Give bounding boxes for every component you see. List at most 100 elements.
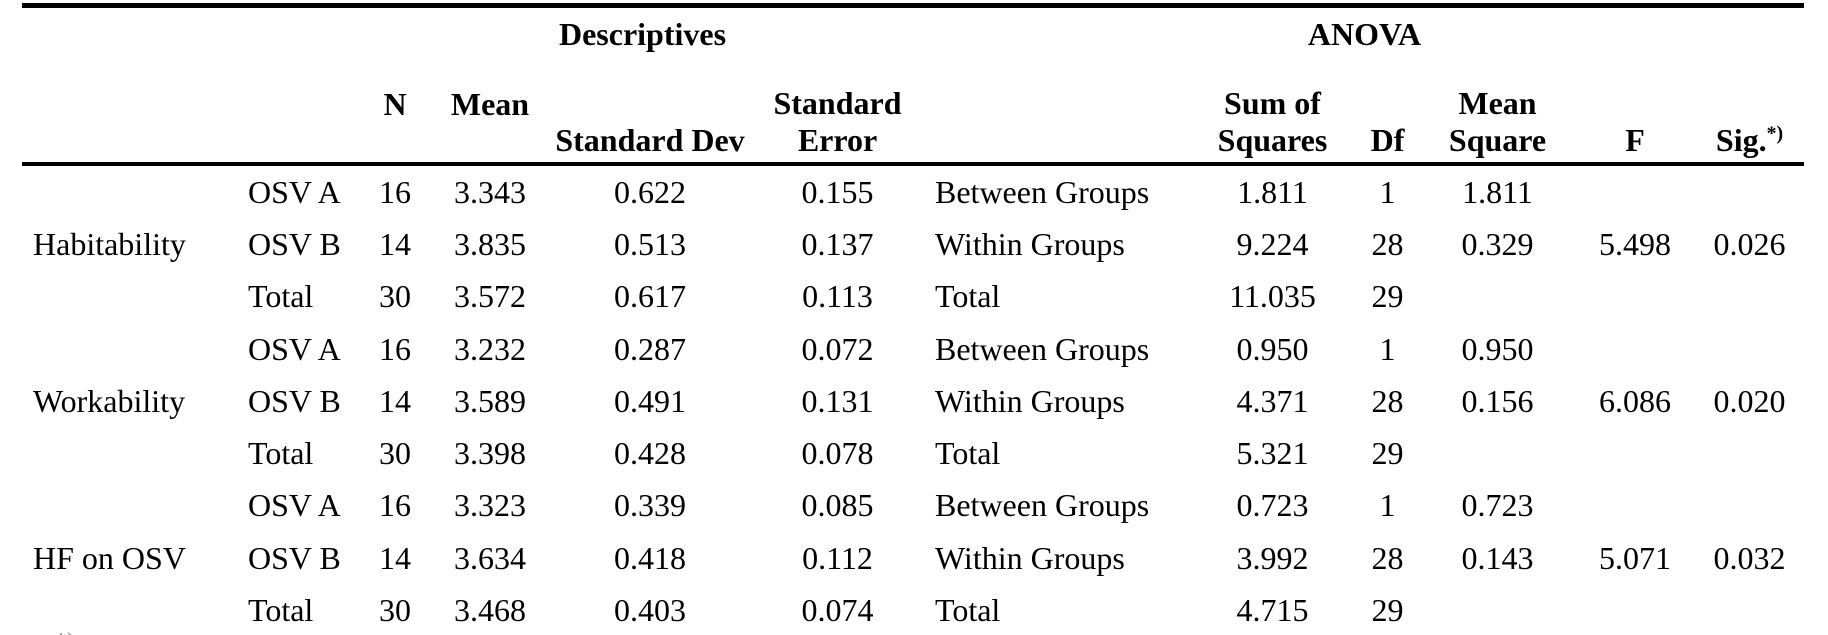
sig-cell: 0.020 xyxy=(1713,382,1786,419)
sum-of-squares-cell: 4.371 xyxy=(1236,382,1309,419)
mean-square-cell xyxy=(1420,427,1575,479)
f-cell: 6.086 xyxy=(1599,382,1671,419)
mean-cell: 3.468 xyxy=(454,592,526,629)
group-cell: OSV B xyxy=(248,225,341,262)
mean-square-cell: 0.723 xyxy=(1461,487,1534,524)
table-row: Habitability OSV A 16 3.343 0.622 0.155 … xyxy=(22,164,1804,262)
n-cell: 30 xyxy=(379,592,411,629)
mean-cell: 3.398 xyxy=(454,435,526,472)
df-cell: 1 xyxy=(1379,487,1396,524)
std-error-cell: 0.072 xyxy=(801,330,874,367)
descriptives-anova-table: Descriptives ANOVA N Mean Standard Dev S… xyxy=(22,3,1805,635)
col-header-f: F xyxy=(1575,60,1695,166)
col-header-std-dev: Standard Dev xyxy=(550,60,750,166)
column-header-row: N Mean Standard Dev Standard Error Sum o… xyxy=(22,60,1805,166)
f-cell: 5.071 xyxy=(1599,539,1671,576)
sig-cell xyxy=(1695,584,1804,635)
std-error-cell: 0.078 xyxy=(801,435,874,472)
group-cell: OSV A xyxy=(248,487,341,524)
sig-cell: 0.032 xyxy=(1713,539,1786,576)
std-error-cell: 0.155 xyxy=(801,173,874,210)
source-cell: Total xyxy=(935,278,1001,315)
dimension-label: HF on OSV xyxy=(33,539,186,576)
sum-of-squares-cell: 4.715 xyxy=(1236,592,1309,629)
sig-cell: 0.026 xyxy=(1713,225,1786,262)
mean-cell: 3.634 xyxy=(454,539,526,576)
n-cell: 14 xyxy=(379,225,411,262)
empty-header-cell xyxy=(925,60,1190,166)
std-error-cell: 0.085 xyxy=(801,487,874,524)
sig-cell xyxy=(1695,427,1804,479)
sum-of-squares-cell: 1.811 xyxy=(1237,173,1308,210)
source-cell: Between Groups xyxy=(935,487,1150,524)
table-row: OSV B 14 3.634 0.418 0.112 Within Groups… xyxy=(22,532,1804,584)
mean-cell: 3.835 xyxy=(454,225,526,262)
std-dev-cell: 0.428 xyxy=(614,435,686,472)
source-cell: Within Groups xyxy=(935,539,1125,576)
col-header-mean-square: Mean Square xyxy=(1420,60,1575,166)
col-header-std-error: Standard Error xyxy=(750,60,925,166)
df-cell: 29 xyxy=(1371,592,1404,629)
source-cell: Total xyxy=(935,592,1001,629)
sig-cell xyxy=(1695,271,1804,323)
mean-cell: 3.343 xyxy=(454,173,526,210)
empty-header-cell xyxy=(22,6,360,61)
std-dev-cell: 0.491 xyxy=(614,382,686,419)
std-dev-cell: 0.513 xyxy=(614,225,686,262)
n-cell: 30 xyxy=(379,435,411,472)
table-row: Total 30 3.468 0.403 0.074 Total 4.715 2… xyxy=(22,584,1804,635)
footnote-marker: *) xyxy=(55,629,75,635)
table-row: HF on OSV OSV A 16 3.323 0.339 0.085 Bet… xyxy=(22,480,1804,575)
std-error-cell: 0.074 xyxy=(801,592,874,629)
anova-section-header: ANOVA xyxy=(1307,15,1422,52)
descriptives-section-header: Descriptives xyxy=(558,15,727,52)
std-dev-cell: 0.622 xyxy=(614,173,686,210)
group-cell: OSV A xyxy=(248,330,341,367)
source-cell: Within Groups xyxy=(935,225,1125,262)
n-cell: 16 xyxy=(379,173,411,210)
group-cell: Total xyxy=(248,278,314,315)
std-error-cell: 0.137 xyxy=(801,225,874,262)
dimension-label: Habitability xyxy=(33,225,186,262)
n-cell: 14 xyxy=(379,539,411,576)
sum-of-squares-cell: 11.035 xyxy=(1229,278,1316,315)
std-error-cell: 0.131 xyxy=(801,382,874,419)
mean-square-cell: 0.950 xyxy=(1461,330,1534,367)
source-cell: Within Groups xyxy=(935,382,1125,419)
table-header: Descriptives ANOVA N Mean Standard Dev S… xyxy=(22,6,1805,166)
sum-of-squares-cell: 0.723 xyxy=(1236,487,1309,524)
f-cell xyxy=(1575,164,1695,218)
mean-square-cell: 0.156 xyxy=(1461,382,1534,419)
sig-cell xyxy=(1695,164,1804,218)
table-body: Habitability OSV A 16 3.343 0.622 0.155 … xyxy=(22,164,1804,635)
table-row: Workability OSV A 16 3.232 0.287 0.072 B… xyxy=(22,323,1804,419)
group-cell: OSV B xyxy=(248,382,341,419)
sum-of-squares-cell: 5.321 xyxy=(1236,435,1309,472)
std-error-cell: 0.113 xyxy=(802,278,873,315)
table-row: Total 30 3.572 0.617 0.113 Total 11.035 … xyxy=(22,271,1804,323)
col-header-df: Df xyxy=(1355,60,1420,166)
mean-cell: 3.589 xyxy=(454,382,526,419)
df-cell: 28 xyxy=(1371,225,1404,262)
dimension-label: Workability xyxy=(33,382,186,419)
mean-square-cell xyxy=(1420,271,1575,323)
mean-square-cell xyxy=(1420,584,1575,635)
f-cell xyxy=(1575,427,1695,479)
f-cell xyxy=(1575,271,1695,323)
group-cell: Total xyxy=(248,435,314,472)
mean-square-cell: 0.143 xyxy=(1461,539,1534,576)
col-header-sig: Sig.*) xyxy=(1695,60,1805,166)
n-cell: 14 xyxy=(379,382,411,419)
col-header-sig-label: Sig. xyxy=(1715,121,1767,158)
f-cell xyxy=(1575,323,1695,375)
group-cell: OSV B xyxy=(248,539,341,576)
sum-of-squares-cell: 0.950 xyxy=(1236,330,1309,367)
sig-cell xyxy=(1695,480,1804,532)
group-cell: Total xyxy=(248,592,314,629)
mean-square-cell: 1.811 xyxy=(1462,173,1533,210)
sig-superscript: *) xyxy=(1766,121,1784,144)
f-cell xyxy=(1575,584,1695,635)
std-dev-cell: 0.403 xyxy=(614,592,686,629)
f-cell: 5.498 xyxy=(1599,225,1671,262)
std-dev-cell: 0.617 xyxy=(614,278,686,315)
